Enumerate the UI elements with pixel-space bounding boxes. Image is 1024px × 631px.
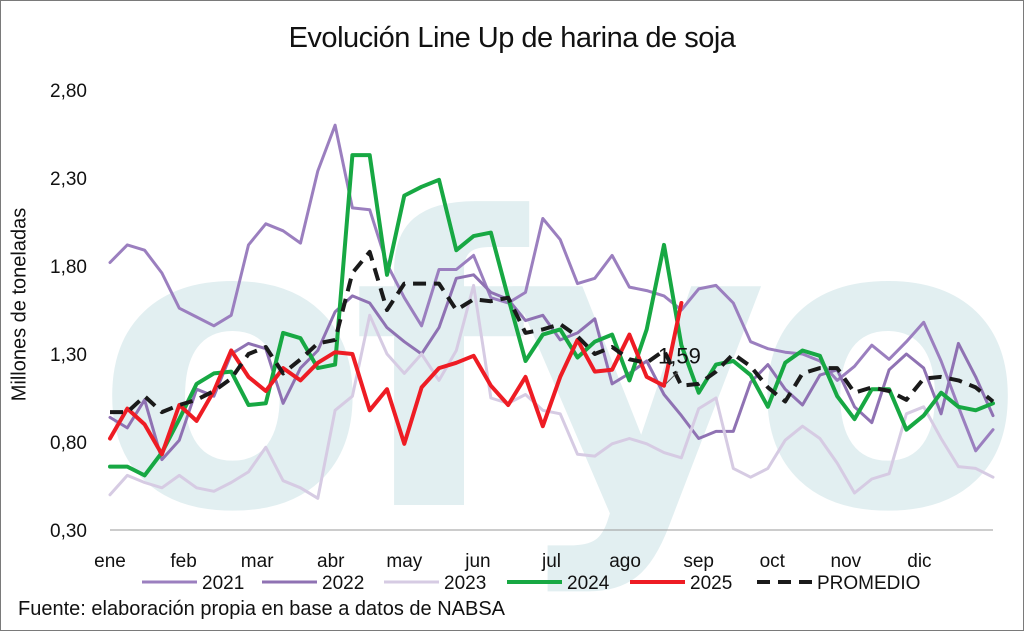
watermark-text: ofyo [95,135,1024,600]
legend-label: 2021 [202,573,244,594]
x-tick-label: mar [241,551,274,572]
series-line-2021 [108,123,995,453]
series-line-2023 [108,283,995,500]
x-tick-label: nov [831,551,862,572]
x-tick-label: dic [907,551,931,572]
legend-label: 2022 [322,573,364,594]
legend-label: PROMEDIO [817,573,920,594]
x-tick-label: ago [609,551,641,572]
y-tick-label: 2,30 [50,169,87,190]
series-line-2024 [108,153,995,478]
series-line-2025 [108,301,684,457]
x-tick-label: may [386,551,422,572]
x-tick-label: abr [317,551,345,572]
x-tick-label: jul [541,551,561,572]
source-note: Fuente: elaboración propia en base a dat… [18,598,505,620]
x-tick-label: jun [464,551,490,572]
annotation-leader [665,371,679,385]
legend-label: 2023 [444,573,486,594]
chart-title: Evolución Line Up de harina de soja [288,22,736,54]
x-tick-label: ene [94,551,126,572]
annotation: 1,59 [658,344,701,385]
series-line-promedio [110,249,995,415]
x-tick-label: oct [760,551,786,572]
y-tick-label: 2,80 [50,81,87,102]
x-tick-label: feb [170,551,196,572]
y-tick-label: 0,30 [50,521,87,542]
y-tick-label: 1,80 [50,257,87,278]
legend: 2021 2022 2023 2024 2025 PROMEDIO [142,573,920,594]
legend-label: 2024 [567,573,610,594]
y-tick-label: 1,30 [50,345,87,366]
watermark-logo: ofyo [95,135,1024,600]
y-tick-label: 0,80 [50,433,87,454]
annotation-label: 1,59 [658,344,701,369]
axes: 0,30 0,80 1,30 1,80 2,30 2,80 ene feb mar abr may j… [50,81,993,572]
series-lines [108,123,995,500]
x-tick-label: sep [683,551,714,572]
legend-label: 2025 [690,573,732,594]
